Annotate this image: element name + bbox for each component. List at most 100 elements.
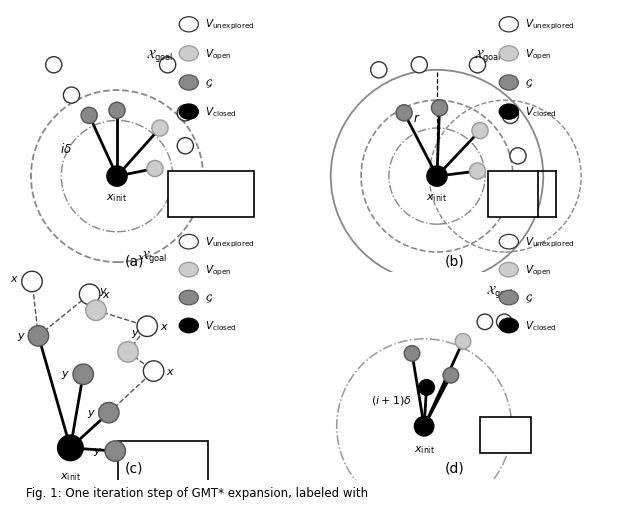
Text: $V_{\mathrm{unexplored}}$: $V_{\mathrm{unexplored}}$	[525, 18, 574, 32]
Circle shape	[137, 317, 157, 337]
Circle shape	[109, 103, 125, 119]
Text: $y$: $y$	[99, 286, 108, 298]
Circle shape	[431, 100, 447, 117]
Circle shape	[177, 106, 193, 122]
Circle shape	[404, 346, 420, 362]
Circle shape	[455, 334, 471, 349]
Text: $V_{\mathrm{open}}$: $V_{\mathrm{open}}$	[205, 263, 231, 277]
Circle shape	[86, 300, 106, 321]
Circle shape	[499, 319, 518, 333]
Text: $\mathcal{G}$: $\mathcal{G}$	[525, 77, 533, 89]
Circle shape	[63, 88, 79, 104]
Text: $x_{\mathrm{init}}$: $x_{\mathrm{init}}$	[413, 443, 435, 455]
Text: $\mathcal{G}$: $\mathcal{G}$	[525, 292, 533, 304]
Circle shape	[45, 58, 62, 74]
Text: $i\delta$: $i\delta$	[60, 142, 72, 156]
Text: $y$: $y$	[17, 330, 26, 342]
Text: $x_{\mathrm{init}}$: $x_{\mathrm{init}}$	[426, 192, 447, 204]
Circle shape	[427, 167, 447, 187]
Circle shape	[99, 402, 119, 423]
Text: $V_{\mathrm{closed}}$: $V_{\mathrm{closed}}$	[525, 106, 557, 119]
Circle shape	[159, 58, 176, 74]
Circle shape	[179, 235, 198, 249]
Circle shape	[469, 58, 486, 74]
Circle shape	[499, 105, 518, 120]
Text: $y$: $y$	[93, 445, 102, 457]
Text: $\mathcal{G}$: $\mathcal{G}$	[205, 292, 213, 304]
Text: $V_{\mathrm{closed}}$: $V_{\mathrm{closed}}$	[525, 319, 557, 333]
Text: (a): (a)	[125, 254, 144, 268]
Circle shape	[58, 435, 83, 461]
Text: $x_{\mathrm{init}}$: $x_{\mathrm{init}}$	[106, 192, 127, 204]
Text: (d): (d)	[445, 461, 464, 475]
Text: $x$: $x$	[102, 290, 111, 299]
Circle shape	[499, 76, 518, 91]
Circle shape	[22, 272, 42, 292]
Text: (b): (b)	[445, 254, 464, 268]
Circle shape	[419, 380, 435, 395]
Text: $\mathcal{X}_{\mathrm{goal}}$: $\mathcal{X}_{\mathrm{goal}}$	[140, 248, 167, 265]
Text: Fig. 1: One iteration step of GMT* expansion, labeled with: Fig. 1: One iteration step of GMT* expan…	[26, 486, 368, 499]
Text: $x$: $x$	[160, 322, 169, 332]
Text: $y$: $y$	[131, 327, 140, 339]
Text: $\mathcal{X}_{\mathrm{goal}}$: $\mathcal{X}_{\mathrm{goal}}$	[474, 47, 501, 64]
Circle shape	[73, 364, 93, 385]
Circle shape	[499, 291, 518, 305]
Text: (c): (c)	[125, 461, 143, 475]
Circle shape	[396, 106, 412, 122]
Text: $V_{\mathrm{unexplored}}$: $V_{\mathrm{unexplored}}$	[205, 18, 254, 32]
Text: $y$: $y$	[87, 407, 96, 419]
Text: $\mathcal{X}_{\mathrm{goal}}$: $\mathcal{X}_{\mathrm{goal}}$	[486, 282, 513, 299]
Circle shape	[179, 105, 198, 120]
Circle shape	[499, 47, 518, 62]
Text: $V_{\mathrm{unexplored}}$: $V_{\mathrm{unexplored}}$	[205, 235, 254, 249]
Circle shape	[443, 368, 459, 383]
Text: $\mathcal{X}_{\mathrm{goal}}$: $\mathcal{X}_{\mathrm{goal}}$	[147, 47, 173, 64]
Circle shape	[469, 164, 486, 180]
Text: $y$: $y$	[61, 369, 70, 380]
Text: $x$: $x$	[10, 274, 19, 284]
Bar	[118, 441, 208, 493]
Bar	[480, 417, 531, 453]
Circle shape	[472, 123, 488, 139]
Text: $V_{\mathrm{closed}}$: $V_{\mathrm{closed}}$	[205, 319, 237, 333]
Circle shape	[143, 361, 164, 382]
Circle shape	[502, 108, 518, 124]
Circle shape	[499, 263, 518, 277]
Circle shape	[179, 319, 198, 333]
Text: $r$: $r$	[413, 112, 420, 125]
Text: $V_{\mathrm{open}}$: $V_{\mathrm{open}}$	[205, 47, 231, 62]
Circle shape	[105, 441, 125, 462]
Circle shape	[147, 161, 163, 177]
Text: $V_{\mathrm{open}}$: $V_{\mathrm{open}}$	[525, 263, 551, 277]
Circle shape	[499, 18, 518, 33]
Circle shape	[28, 326, 49, 346]
Text: $\mathcal{G}$: $\mathcal{G}$	[205, 77, 213, 89]
Text: $V_{\mathrm{closed}}$: $V_{\mathrm{closed}}$	[205, 106, 237, 119]
Text: $(i+1)\delta$: $(i+1)\delta$	[371, 393, 412, 406]
Circle shape	[179, 18, 198, 33]
Circle shape	[371, 63, 387, 79]
Circle shape	[179, 47, 198, 62]
Circle shape	[177, 138, 193, 155]
Circle shape	[499, 235, 518, 249]
Circle shape	[107, 167, 127, 187]
Circle shape	[411, 58, 428, 74]
Circle shape	[81, 108, 97, 124]
Text: $V_{\mathrm{open}}$: $V_{\mathrm{open}}$	[525, 47, 551, 62]
Circle shape	[152, 121, 168, 137]
Circle shape	[79, 284, 100, 305]
Circle shape	[497, 315, 512, 330]
Circle shape	[118, 342, 138, 363]
Text: $V_{\mathrm{unexplored}}$: $V_{\mathrm{unexplored}}$	[525, 235, 574, 249]
Circle shape	[510, 148, 526, 165]
Bar	[488, 172, 538, 217]
Circle shape	[415, 417, 434, 436]
Circle shape	[179, 263, 198, 277]
Circle shape	[179, 291, 198, 305]
Bar	[168, 172, 253, 217]
Text: $x$: $x$	[166, 366, 175, 376]
Circle shape	[477, 315, 493, 330]
Circle shape	[179, 76, 198, 91]
Text: $x_{\mathrm{init}}$: $x_{\mathrm{init}}$	[60, 470, 81, 482]
